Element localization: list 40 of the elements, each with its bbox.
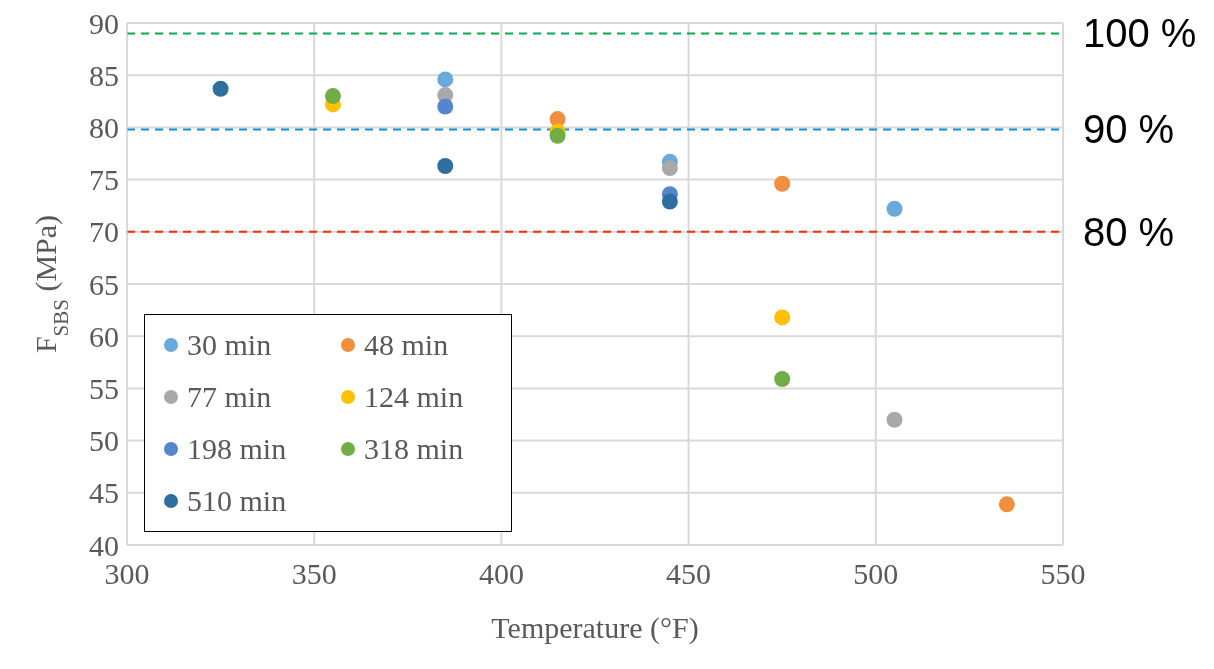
point <box>774 175 791 192</box>
legend-label: 318 min <box>364 432 464 466</box>
legend-label: 510 min <box>187 484 287 518</box>
y-tick-label: 70 <box>89 215 119 249</box>
point <box>212 80 229 97</box>
y-tick-label: 75 <box>89 163 119 197</box>
y-tick-label: 60 <box>89 319 119 353</box>
point <box>661 193 678 210</box>
point <box>998 496 1015 513</box>
legend-label: 124 min <box>364 380 464 414</box>
point <box>661 160 678 177</box>
x-tick-label: 500 <box>853 557 899 591</box>
x-tick-label: 550 <box>1040 557 1086 591</box>
y-tick-label: 80 <box>89 111 119 145</box>
text: 80 % <box>1083 209 1175 254</box>
legend-label: 30 min <box>187 328 272 362</box>
point <box>437 98 454 115</box>
point <box>324 88 341 105</box>
y-tick-label: 50 <box>89 424 119 458</box>
point <box>437 71 454 88</box>
point <box>774 371 791 387</box>
point <box>549 127 566 144</box>
y-tick-label: 65 <box>89 267 119 301</box>
x-tick-label: 350 <box>291 557 337 591</box>
x-axis-title: Temperature (°F) <box>491 611 699 645</box>
point <box>886 200 903 217</box>
point <box>774 309 791 326</box>
legend-label: 77 min <box>187 380 272 414</box>
x-tick-label: 400 <box>478 557 524 591</box>
y-tick-label: 85 <box>89 58 119 92</box>
text: 100 % <box>1083 11 1197 56</box>
text: 90 % <box>1083 107 1175 152</box>
point <box>886 411 903 428</box>
y-tick-label: 90 <box>89 6 119 40</box>
y-tick-label: 45 <box>89 476 119 510</box>
legend-label: 48 min <box>364 328 449 362</box>
x-tick-label: 450 <box>666 557 712 591</box>
point <box>437 158 454 175</box>
legend-label: 198 min <box>187 432 287 466</box>
y-tick-label: 55 <box>89 372 119 406</box>
